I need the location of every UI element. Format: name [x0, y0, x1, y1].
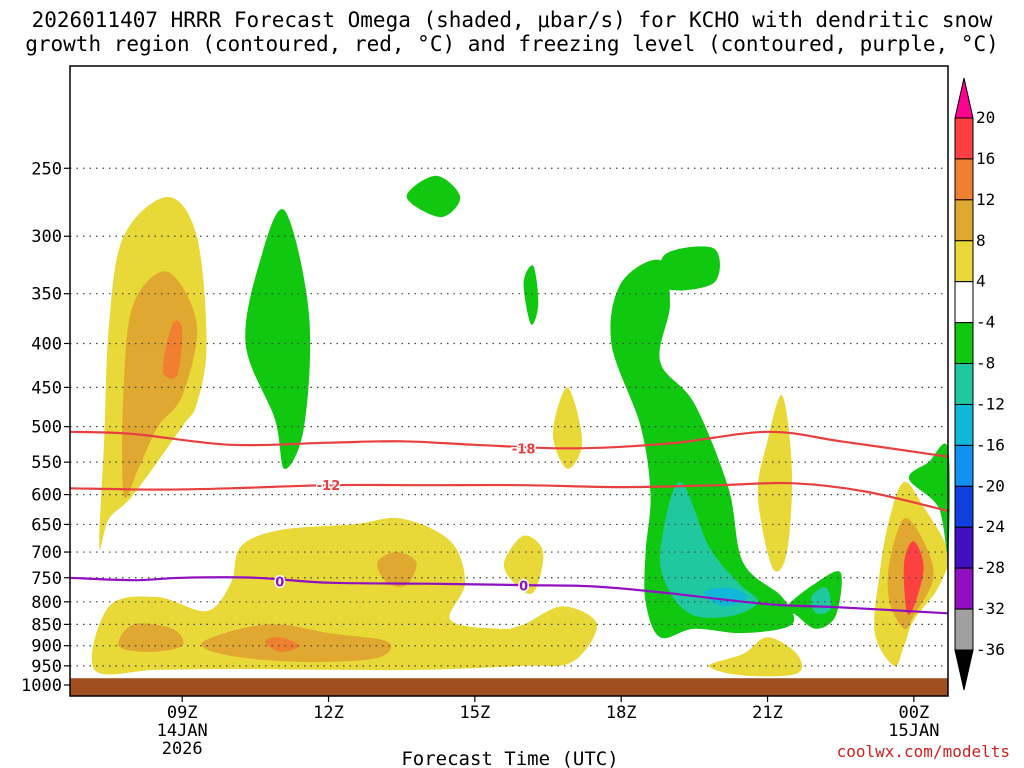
- colorbar-label-5: -4: [976, 313, 995, 332]
- y-axis: 2503003504004505005506006507007508008509…: [21, 159, 70, 696]
- omega-region-descent-right-edge: [908, 443, 950, 554]
- contour-lines: -18 -12 0 0: [69, 430, 949, 615]
- colorbar-label-8: -16: [976, 435, 1005, 454]
- x-tick-label-4: 21Z: [752, 703, 783, 723]
- y-tick-label-850: 850: [31, 615, 62, 635]
- y-tick-label-800: 800: [31, 593, 62, 613]
- x-tick-label-3: 18Z: [606, 703, 637, 723]
- colorbar-label-13: -36: [976, 640, 1005, 659]
- y-tick-label-550: 550: [31, 453, 62, 473]
- omega-region-ascent-lower-core: [118, 623, 184, 652]
- credit-text[interactable]: coolwx.com/modelts: [836, 742, 1010, 761]
- contour-label-3: 0: [519, 580, 528, 595]
- colorbar-band-3: [954, 240, 974, 283]
- y-tick-label-600: 600: [31, 486, 62, 506]
- colorbar-label-7: -12: [976, 394, 1005, 413]
- colorbar-band-9: [954, 485, 974, 528]
- y-tick-label-1000: 1000: [21, 676, 62, 696]
- colorbar-band-4: [954, 281, 974, 324]
- plot-frame: [69, 65, 949, 697]
- omega-region-ascent-21z-low: [709, 637, 803, 677]
- colorbar-label-3: 8: [976, 231, 986, 250]
- omega-region-ascent-left-tower-max: [162, 320, 183, 379]
- y-tick-label-300: 300: [31, 227, 62, 247]
- y-tick-label-250: 250: [31, 159, 62, 179]
- colorbar-band-5: [954, 322, 974, 365]
- chart-title: 2026011407 HRRR Forecast Omega (shaded, …: [0, 8, 1024, 56]
- x-tick-label-0: 09Z: [167, 703, 198, 723]
- x-tick-year-0: 2026: [162, 739, 203, 759]
- contour-dendritic-top: [69, 430, 949, 458]
- contour-label-2: 0: [275, 576, 284, 591]
- omega-region-descent-12z-tower: [245, 209, 311, 469]
- y-tick-label-500: 500: [31, 418, 62, 438]
- omega-region-descent-small-cell: [523, 265, 539, 325]
- omega-region-ascent-lower-max: [265, 637, 300, 652]
- colorbar-band-1: [954, 158, 974, 201]
- omega-region-descent-upper-cell: [406, 175, 461, 218]
- y-tick-label-400: 400: [31, 334, 62, 354]
- omega-region-descent-18z-column-top: [659, 246, 720, 291]
- colorbar-label-11: -28: [976, 558, 1005, 577]
- y-tick-label-650: 650: [31, 515, 62, 535]
- y-tick-label-450: 450: [31, 378, 62, 398]
- title-line-1: 2026011407 HRRR Forecast Omega (shaded, …: [31, 8, 993, 32]
- x-tick-date-5: 15JAN: [888, 721, 939, 741]
- colorbar-band-6: [954, 363, 974, 405]
- colorbar-band-0: [954, 117, 974, 160]
- colorbar-label-4: 4: [976, 272, 986, 291]
- contour-label-1: -12: [317, 479, 341, 494]
- y-tick-label-950: 950: [31, 657, 62, 677]
- omega-region-ascent-right-tower-max: [903, 541, 924, 615]
- x-tick-date-0: 14JAN: [157, 721, 208, 741]
- colorbar-arrow-top: [954, 77, 974, 119]
- colorbar-label-10: -24: [976, 517, 1005, 536]
- contour-freezing-level: [69, 576, 949, 615]
- y-tick-label-750: 750: [31, 569, 62, 589]
- plot-background: [70, 66, 948, 696]
- colorbar-label-12: -32: [976, 599, 1005, 618]
- colorbar-band-2: [954, 199, 974, 242]
- x-tick-label-5: 00Z: [898, 703, 929, 723]
- colorbar-label-6: -8: [976, 354, 995, 373]
- colorbar-band-12: [954, 608, 974, 651]
- x-axis-label: Forecast Time (UTC): [401, 748, 618, 768]
- omega-region-ascent-mid-core: [377, 552, 417, 587]
- y-tick-label-350: 350: [31, 285, 62, 305]
- omega-region-ascent-small-cell: [503, 535, 544, 594]
- x-tick-label-1: 12Z: [313, 703, 344, 723]
- colorbar-arrow-bottom: [954, 649, 974, 691]
- colorbar-band-10: [954, 526, 974, 569]
- title-line-2: growth region (contoured, red, °C) and f…: [25, 32, 999, 56]
- contour-label-0: -18: [512, 442, 536, 457]
- colorbar-label-2: 12: [976, 190, 995, 209]
- x-tick-label-2: 15Z: [459, 703, 490, 723]
- y-tick-label-700: 700: [31, 543, 62, 563]
- colorbar-label-1: 16: [976, 149, 995, 168]
- colorbar-label-9: -20: [976, 476, 1005, 495]
- y-tick-label-900: 900: [31, 637, 62, 657]
- colorbar: 20 16 12 8 4 -4 -8 -12 -16 -20 -24 -28 -32 -36: [954, 77, 1005, 691]
- omega-regions: [91, 175, 950, 677]
- terrain-fill: [70, 678, 948, 696]
- contour-dendritic-bottom: [69, 481, 949, 513]
- colorbar-band-7: [954, 403, 974, 446]
- omega-region-descent-18z-column: [610, 259, 795, 639]
- omega-region-descent-strong-core: [659, 481, 758, 618]
- colorbar-band-8: [954, 444, 974, 487]
- colorbar-band-11: [954, 567, 974, 610]
- colorbar-label-0: 20: [976, 108, 995, 127]
